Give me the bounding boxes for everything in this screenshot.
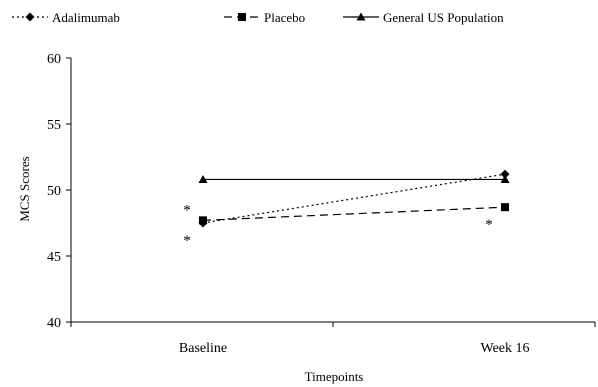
- series-line: [202, 173, 506, 224]
- significance-marker: *: [183, 202, 191, 218]
- y-tick-label: 60: [47, 52, 61, 67]
- legend-label: Placebo: [264, 10, 305, 25]
- legend-label: Adalimumab: [52, 10, 120, 25]
- data-point: [500, 174, 510, 183]
- series-layer: [198, 169, 510, 228]
- data-point: [199, 216, 207, 225]
- data-point: [500, 169, 510, 179]
- y-axis-label: MCS Scores: [17, 156, 32, 221]
- significance-marker: *: [183, 233, 191, 249]
- data-point: [501, 203, 509, 212]
- x-tick-label: Week 16: [480, 341, 529, 356]
- legend-marker: [238, 13, 246, 21]
- y-tick-label: 45: [47, 250, 61, 265]
- annotations: * * *: [183, 202, 493, 249]
- series-line: [202, 206, 506, 221]
- axes: 40 45 50 55 60 Baseline Week 16: [47, 52, 596, 356]
- y-tick-label: 50: [47, 184, 61, 199]
- legend-marker: [25, 12, 35, 22]
- significance-marker: *: [485, 217, 493, 233]
- y-tick-label: 55: [47, 118, 61, 133]
- x-axis-label: Timepoints: [305, 369, 364, 384]
- x-tick-label: Baseline: [179, 341, 227, 356]
- legend-marker: [356, 12, 366, 21]
- legend: Adalimumab Placebo General US Population: [12, 10, 504, 25]
- y-tick-label: 40: [47, 316, 61, 331]
- data-point: [198, 174, 208, 183]
- legend-label: General US Population: [383, 10, 504, 25]
